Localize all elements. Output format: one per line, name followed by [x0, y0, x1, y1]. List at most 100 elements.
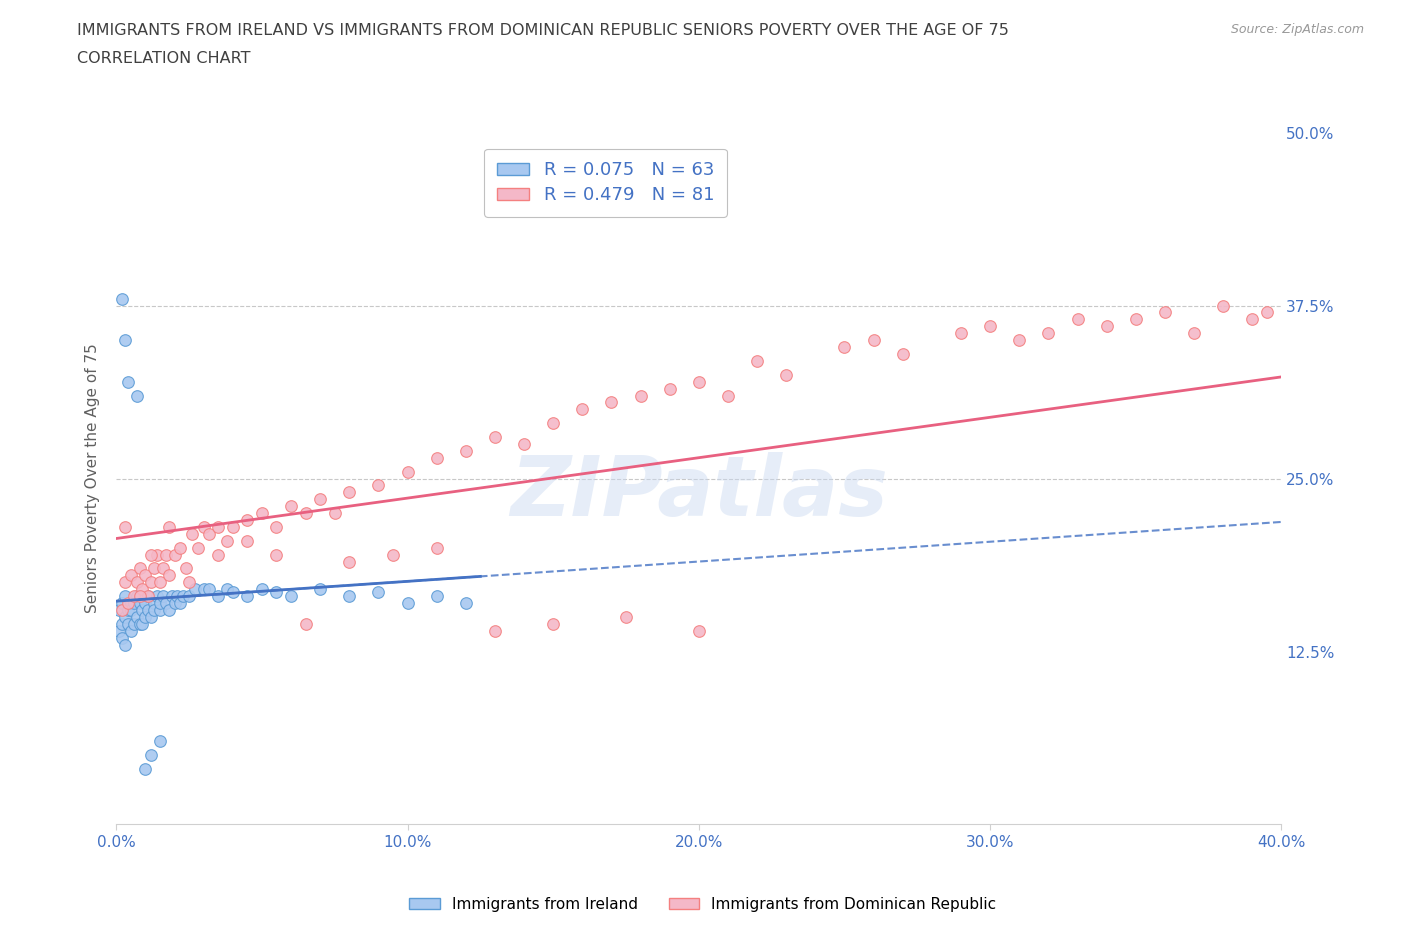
- Point: [141, 547, 163, 562]
- Point: [236, 589, 259, 604]
- Point: [949, 326, 972, 340]
- Point: [152, 561, 174, 576]
- Point: [108, 603, 131, 618]
- Point: [396, 595, 419, 610]
- Point: [136, 603, 159, 618]
- Point: [382, 547, 405, 562]
- Point: [136, 589, 159, 604]
- Legend: Immigrants from Ireland, Immigrants from Dominican Republic: Immigrants from Ireland, Immigrants from…: [404, 891, 1002, 918]
- Point: [266, 585, 288, 600]
- Point: [117, 617, 139, 631]
- Point: [111, 595, 134, 610]
- Point: [1256, 305, 1278, 320]
- Point: [114, 589, 136, 604]
- Point: [775, 367, 797, 382]
- Point: [149, 603, 172, 618]
- Point: [396, 464, 419, 479]
- Point: [337, 589, 360, 604]
- Point: [280, 498, 302, 513]
- Point: [128, 617, 150, 631]
- Point: [614, 609, 637, 624]
- Point: [163, 547, 186, 562]
- Point: [169, 540, 191, 555]
- Text: ZIPatlas: ZIPatlas: [510, 452, 887, 533]
- Point: [149, 734, 172, 749]
- Point: [198, 582, 221, 597]
- Point: [166, 589, 188, 604]
- Point: [862, 333, 884, 348]
- Point: [513, 436, 536, 451]
- Point: [215, 534, 238, 549]
- Point: [114, 333, 136, 348]
- Point: [120, 603, 142, 618]
- Point: [120, 623, 142, 638]
- Point: [1066, 312, 1088, 326]
- Point: [236, 534, 259, 549]
- Point: [149, 595, 172, 610]
- Point: [114, 609, 136, 624]
- Point: [484, 623, 506, 638]
- Point: [125, 589, 148, 604]
- Point: [658, 381, 681, 396]
- Point: [128, 595, 150, 610]
- Point: [1212, 299, 1234, 313]
- Point: [207, 589, 229, 604]
- Point: [193, 582, 215, 597]
- Point: [155, 547, 177, 562]
- Point: [169, 595, 191, 610]
- Point: [111, 617, 134, 631]
- Point: [454, 444, 477, 458]
- Point: [160, 589, 183, 604]
- Text: IMMIGRANTS FROM IRELAND VS IMMIGRANTS FROM DOMINICAN REPUBLIC SENIORS POVERTY OV: IMMIGRANTS FROM IRELAND VS IMMIGRANTS FR…: [77, 23, 1010, 38]
- Y-axis label: Seniors Poverty Over the Age of 75: Seniors Poverty Over the Age of 75: [86, 344, 100, 614]
- Point: [688, 374, 710, 389]
- Point: [122, 589, 145, 604]
- Point: [1125, 312, 1147, 326]
- Point: [222, 520, 245, 535]
- Point: [187, 540, 209, 555]
- Point: [125, 609, 148, 624]
- Point: [181, 526, 204, 541]
- Point: [222, 585, 245, 600]
- Point: [134, 568, 156, 583]
- Point: [177, 589, 200, 604]
- Point: [198, 526, 221, 541]
- Point: [141, 575, 163, 590]
- Point: [120, 568, 142, 583]
- Point: [250, 506, 273, 521]
- Point: [125, 388, 148, 403]
- Point: [172, 589, 194, 604]
- Point: [111, 291, 134, 306]
- Point: [131, 603, 153, 618]
- Point: [891, 347, 914, 362]
- Point: [117, 374, 139, 389]
- Point: [155, 595, 177, 610]
- Point: [1095, 319, 1118, 334]
- Point: [600, 395, 623, 410]
- Point: [266, 547, 288, 562]
- Point: [136, 589, 159, 604]
- Point: [426, 589, 449, 604]
- Point: [484, 430, 506, 445]
- Point: [184, 582, 207, 597]
- Point: [367, 478, 389, 493]
- Point: [114, 520, 136, 535]
- Point: [745, 353, 768, 368]
- Point: [143, 595, 166, 610]
- Point: [207, 520, 229, 535]
- Point: [294, 506, 316, 521]
- Point: [630, 388, 652, 403]
- Point: [323, 506, 346, 521]
- Point: [157, 568, 180, 583]
- Point: [215, 582, 238, 597]
- Point: [131, 617, 153, 631]
- Point: [541, 416, 564, 431]
- Point: [114, 637, 136, 652]
- Point: [541, 617, 564, 631]
- Point: [1182, 326, 1205, 340]
- Point: [174, 561, 197, 576]
- Point: [114, 575, 136, 590]
- Point: [122, 595, 145, 610]
- Point: [117, 595, 139, 610]
- Point: [207, 547, 229, 562]
